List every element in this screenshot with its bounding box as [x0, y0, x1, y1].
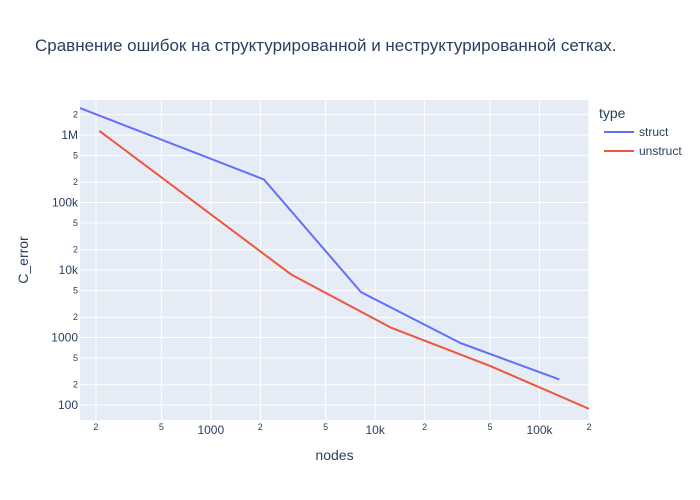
y-tick-label: 10k: [59, 263, 79, 277]
y-minor-tick-label: 5: [73, 353, 78, 363]
x-minor-tick-label: 5: [159, 422, 164, 432]
y-tick-label: 1000: [51, 331, 78, 345]
series-lines: [80, 107, 589, 410]
y-minor-tick-label: 2: [73, 380, 78, 390]
y-axis-title: C_error: [15, 236, 31, 284]
x-minor-tick-label: 2: [422, 422, 427, 432]
y-minor-tick-label: 2: [73, 245, 78, 255]
y-tick-label: 1M: [61, 128, 78, 142]
x-minor-tick-label: 5: [323, 422, 328, 432]
y-minor-tick-label: 2: [73, 312, 78, 322]
grid: [80, 100, 590, 420]
series-line-struct: [80, 107, 560, 381]
y-minor-tick-label: 5: [73, 218, 78, 228]
legend[interactable]: type struct unstruct: [599, 105, 682, 158]
legend-item-struct[interactable]: struct: [604, 125, 669, 139]
series-line-unstruct: [98, 130, 589, 410]
chart-title: Сравнение ошибок на структурированной и …: [35, 36, 617, 55]
x-minor-tick-label: 2: [586, 422, 591, 432]
y-minor-tick-label: 2: [73, 110, 78, 120]
x-minor-tick-label: 2: [93, 422, 98, 432]
x-minor-tick-label: 5: [488, 422, 493, 432]
y-minor-tick-label: 5: [73, 150, 78, 160]
y-axis-ticks: 100 1000 10k 100k 1M 2 5 2 5 2 5 2 5 2: [51, 110, 79, 412]
y-tick-label: 100k: [52, 196, 79, 210]
y-minor-tick-label: 5: [73, 285, 78, 295]
legend-title: type: [599, 105, 626, 121]
x-axis-ticks: 1000 10k 100k 2 5 2 5 2 5 2: [93, 422, 591, 437]
legend-label: unstruct: [639, 144, 682, 158]
x-axis-title: nodes: [315, 447, 353, 463]
legend-label: struct: [639, 125, 669, 139]
x-tick-label: 1000: [197, 423, 224, 437]
x-tick-label: 10k: [365, 423, 385, 437]
x-tick-label: 100k: [527, 423, 554, 437]
legend-item-unstruct[interactable]: unstruct: [604, 144, 682, 158]
y-minor-tick-label: 2: [73, 177, 78, 187]
y-tick-label: 100: [58, 398, 78, 412]
x-minor-tick-label: 2: [258, 422, 263, 432]
